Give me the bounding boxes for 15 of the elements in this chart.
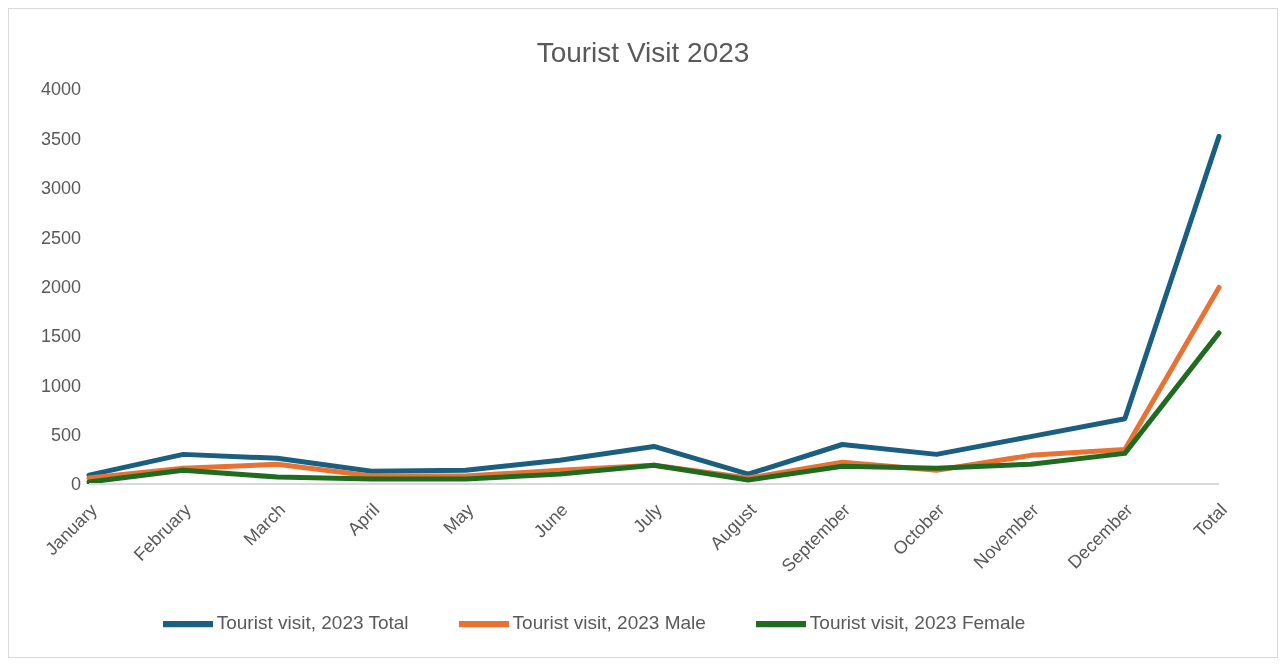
- x-tick-label: May: [439, 499, 478, 538]
- y-tick-label: 2000: [40, 276, 81, 297]
- legend-label: Tourist visit, 2023 Male: [512, 612, 706, 634]
- y-tick-label: 1000: [40, 375, 81, 396]
- legend-label: Tourist visit, 2023 Female: [809, 612, 1026, 634]
- y-tick-label: 500: [50, 425, 81, 446]
- x-tick-label: July: [629, 499, 666, 537]
- y-tick-label: 0: [70, 474, 81, 495]
- chart-title: Tourist Visit 2023: [535, 37, 751, 69]
- y-tick-label: 1500: [40, 326, 81, 347]
- y-tick-label: 3000: [40, 178, 81, 199]
- y-tick-label: 4000: [40, 79, 81, 100]
- legend-label: Tourist visit, 2023 Total: [216, 612, 409, 634]
- y-tick-label: 3500: [40, 128, 81, 149]
- y-tick-label: 2500: [40, 227, 81, 248]
